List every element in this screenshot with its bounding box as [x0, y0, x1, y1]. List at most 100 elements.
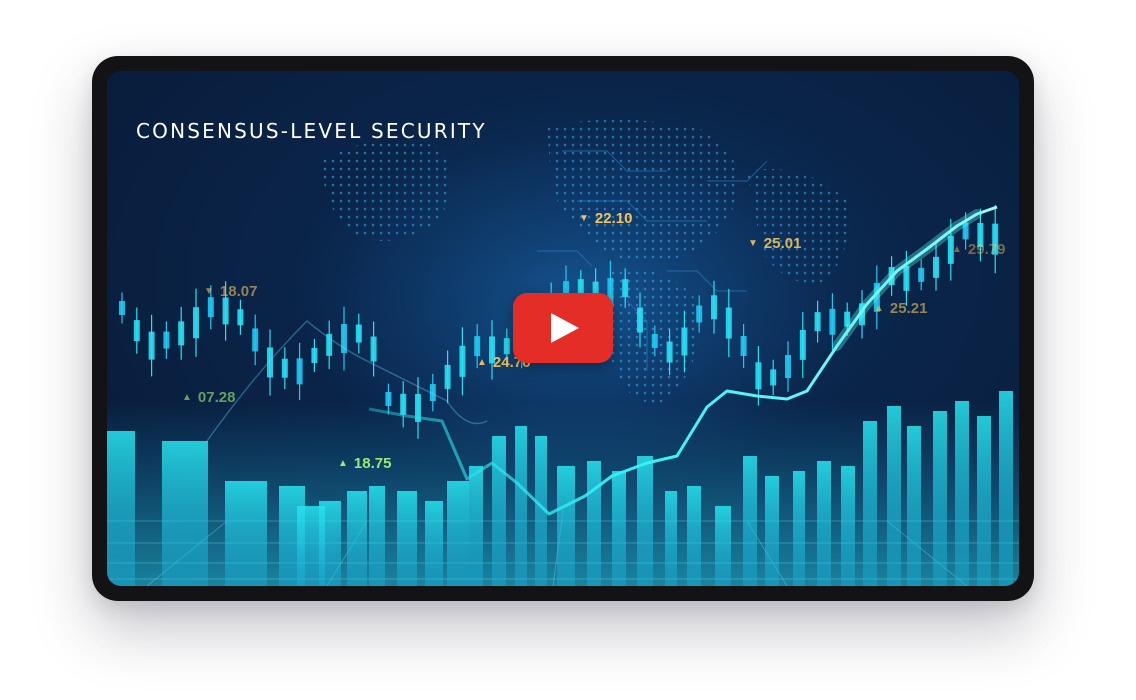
candlestick	[119, 292, 125, 324]
stock-chart-background	[107, 106, 1019, 586]
candlestick	[370, 321, 377, 377]
trend-line	[368, 205, 998, 516]
candlestick	[622, 268, 629, 308]
candlestick	[281, 347, 288, 390]
candlestick	[859, 290, 865, 339]
price-value: 07.28	[197, 389, 236, 406]
down-triangle-icon: ▼	[204, 286, 214, 297]
down-triangle-icon: ▼	[579, 213, 589, 224]
volume-bar	[369, 486, 385, 586]
down-triangle-icon: ▼	[748, 238, 758, 249]
price-label: ▲ 25.21	[874, 300, 927, 317]
price-label: ▼ 25.01	[748, 235, 801, 252]
volume-bar	[515, 426, 527, 586]
candlestick	[148, 314, 155, 377]
candlestick	[193, 288, 199, 357]
volume-bar	[743, 456, 757, 586]
price-value: 18.75	[353, 455, 392, 472]
volume-bar	[397, 491, 417, 586]
candlestick	[725, 288, 732, 358]
candlestick	[444, 350, 451, 404]
price-value: 22.10	[594, 210, 633, 227]
volume-bar	[999, 391, 1013, 586]
volume-bar	[817, 461, 831, 586]
trend-line-glow	[832, 209, 982, 351]
video-thumbnail[interactable]: CONSENSUS-LEVEL SECURITY ▼ 22.10 ▼ 25.01 ▼ 18…	[107, 71, 1019, 586]
price-value: 29.79	[967, 241, 1006, 258]
candlestick	[770, 359, 777, 395]
candlestick	[873, 265, 880, 330]
candlestick	[163, 321, 170, 359]
candlestick	[267, 329, 273, 396]
candlestick	[977, 208, 984, 262]
play-icon	[551, 313, 579, 343]
price-label: ▲ 07.28	[182, 389, 235, 406]
candlestick	[711, 280, 717, 334]
volume-bar	[535, 436, 547, 586]
candlestick	[992, 205, 999, 274]
price-value: 18.07	[219, 283, 258, 300]
volume-bar	[955, 401, 969, 586]
up-triangle-icon: ▲	[874, 303, 884, 314]
candlestick	[222, 281, 229, 341]
volume-bar	[687, 486, 701, 586]
candlestick	[503, 328, 510, 364]
candlestick	[814, 300, 821, 343]
volume-bar	[637, 456, 653, 586]
price-label: ▲ 29.79	[952, 241, 1005, 258]
price-label: ▲ 18.75	[338, 455, 391, 472]
volume-bar	[425, 501, 443, 586]
video-frame: CONSENSUS-LEVEL SECURITY ▼ 22.10 ▼ 25.01 ▼ 18…	[92, 56, 1034, 601]
candlestick	[918, 259, 925, 291]
candlestick	[415, 377, 421, 439]
candlestick	[651, 325, 658, 357]
candlestick	[474, 324, 481, 369]
volume-bar	[469, 466, 483, 586]
candlestick	[355, 313, 362, 354]
price-value: 25.21	[889, 300, 928, 317]
candlestick	[459, 327, 466, 396]
candlestick	[311, 338, 318, 372]
candlestick	[296, 342, 303, 400]
price-value: 25.01	[763, 235, 802, 252]
volume-bar	[793, 471, 805, 586]
volume-bar	[765, 476, 779, 586]
candlestick	[681, 310, 688, 373]
volume-bar	[907, 426, 921, 586]
volume-bar	[863, 421, 877, 586]
volume-bar	[587, 461, 601, 586]
volume-bar	[977, 416, 991, 586]
volume-bar	[612, 471, 626, 586]
candlestick	[696, 295, 703, 333]
candlestick	[903, 250, 910, 306]
up-triangle-icon: ▲	[477, 357, 487, 368]
candlestick	[207, 285, 214, 330]
volume-bar	[665, 491, 677, 586]
candlestick	[785, 341, 791, 392]
candlestick	[429, 373, 436, 412]
candlestick	[385, 383, 392, 415]
candlestick	[133, 307, 140, 354]
volume-bar	[841, 466, 855, 586]
volume-bar	[933, 411, 947, 586]
volume-bar	[557, 466, 575, 586]
candlestick	[489, 320, 495, 380]
volume-bar	[492, 436, 506, 586]
up-triangle-icon: ▲	[182, 392, 192, 403]
candlestick	[341, 306, 347, 371]
circuit-lines	[537, 150, 768, 371]
price-label: ▼ 22.10	[579, 210, 632, 227]
secondary-trend-line	[206, 319, 488, 442]
candlestick	[666, 328, 673, 376]
volume-bar	[347, 491, 367, 586]
candlesticks	[119, 205, 999, 439]
play-button[interactable]	[513, 293, 613, 363]
volume-bar	[225, 481, 267, 586]
price-label: ▼ 18.07	[204, 283, 257, 300]
candlestick	[829, 293, 836, 351]
up-triangle-icon: ▲	[952, 244, 962, 255]
candlestick	[740, 324, 747, 369]
candlestick	[933, 244, 939, 291]
volume-bar	[319, 501, 341, 586]
video-title: CONSENSUS-LEVEL SECURITY	[136, 119, 487, 143]
